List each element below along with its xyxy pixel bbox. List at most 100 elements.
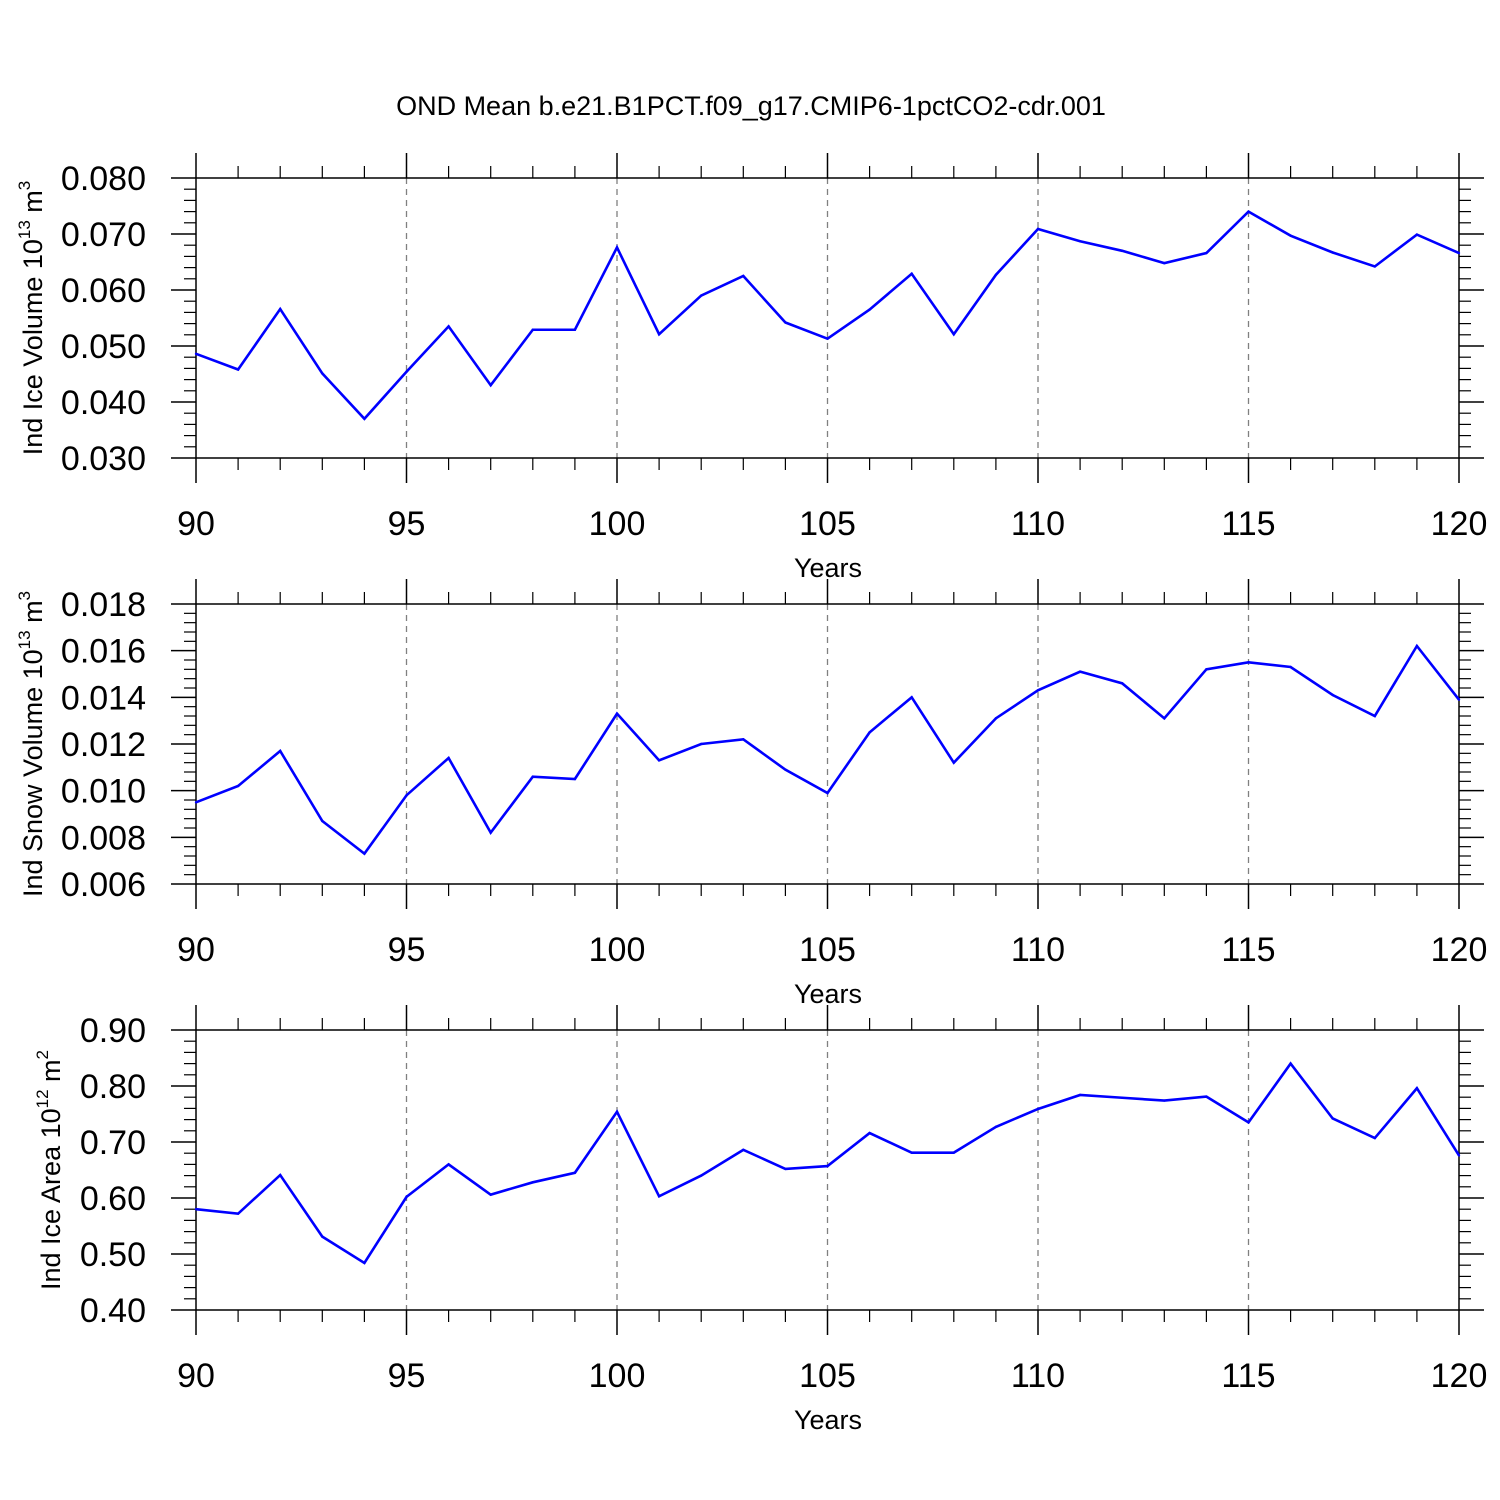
data-point [742, 738, 745, 741]
data-point [1078, 1093, 1082, 1097]
data-point [994, 717, 998, 720]
y-tick-label: 0.060 [61, 272, 146, 310]
data-point [1457, 251, 1461, 255]
x-tick-label: 100 [589, 505, 646, 543]
y-axis-label-exp: 13 [15, 220, 34, 239]
data-point [1078, 240, 1082, 243]
y-tick-label: 0.014 [61, 679, 146, 717]
data-point [1289, 1062, 1292, 1065]
y-axis-label-unit: m [18, 600, 48, 630]
data-point [657, 333, 661, 336]
y-tick-label: 0.070 [61, 216, 146, 254]
data-point [447, 1163, 450, 1166]
data-point [700, 742, 703, 746]
data-point [1121, 249, 1124, 252]
data-point [363, 1261, 366, 1265]
x-axis-label: Years [794, 979, 862, 1009]
data-point [1289, 665, 1292, 669]
data-point [236, 1212, 240, 1215]
y-tick-label: 0.030 [61, 440, 146, 478]
y-tick-label: 0.70 [80, 1124, 146, 1162]
data-point [784, 1167, 787, 1171]
x-tick-label: 90 [177, 931, 215, 969]
data-point [742, 274, 745, 278]
plot-frame [195, 1029, 1460, 1311]
y-tick-label: 0.50 [80, 1236, 146, 1274]
data-point [1163, 261, 1166, 265]
data-point [952, 761, 955, 764]
x-tick-label: 95 [388, 505, 426, 543]
data-point [405, 794, 408, 797]
data-point [489, 831, 492, 834]
data-point [531, 1181, 534, 1184]
data-point [321, 819, 324, 823]
data-point [531, 775, 534, 778]
data-point [447, 325, 450, 328]
x-tick-label: 120 [1431, 505, 1488, 543]
y-tick-label: 0.90 [80, 1012, 146, 1050]
data-point [1457, 698, 1461, 701]
data-point [615, 712, 619, 715]
data-point [573, 328, 577, 331]
x-tick-label: 115 [1221, 505, 1275, 543]
y-tick-label: 0.040 [61, 384, 146, 422]
data-point [657, 1195, 661, 1198]
data-point [1121, 1096, 1124, 1099]
data-point [573, 1171, 577, 1175]
y-axis-label: Ind Ice Area 1012 m2 [33, 1050, 66, 1290]
data-point [279, 749, 282, 753]
data-point [910, 696, 913, 699]
data-point [321, 372, 324, 375]
x-tick-label: 90 [177, 1357, 215, 1395]
data-point [236, 784, 240, 788]
data-point [1205, 1095, 1208, 1098]
data-point [952, 1151, 955, 1154]
data-point [1121, 682, 1124, 685]
x-tick-label: 95 [388, 931, 426, 969]
data-point [194, 352, 198, 356]
data-point [1373, 1136, 1377, 1140]
data-point [1205, 251, 1208, 255]
x-tick-label: 105 [799, 505, 856, 543]
y-tick-label: 0.018 [61, 586, 146, 624]
data-point [1289, 234, 1292, 237]
x-tick-label: 120 [1431, 931, 1488, 969]
data-point [236, 368, 240, 371]
panel-2: 90 95 100 105 110 115 120 0.006 0.008 0.010 0.012 0… [15, 579, 1487, 1009]
data-point [1373, 265, 1377, 268]
data-point [826, 337, 829, 340]
data-point [1247, 210, 1250, 213]
data-point [1078, 670, 1082, 673]
panel-1: 90 95 100 105 110 115 120 0.030 0.040 0.050 0.060 0… [15, 153, 1487, 583]
figure-title: OND Mean b.e21.B1PCT.f09_g17.CMIP6-1pctC… [396, 91, 1106, 121]
x-tick-label: 100 [589, 1357, 646, 1395]
y-tick-label: 0.050 [61, 328, 146, 366]
data-point [784, 768, 787, 771]
x-tick-label: 110 [1011, 505, 1065, 543]
y-axis-label: Ind Snow Volume 1013 m3 [15, 591, 48, 897]
x-tick-label: 110 [1011, 1357, 1065, 1395]
data-point [1247, 1121, 1250, 1124]
data-point [868, 308, 871, 311]
y-axis-label-unit: m [36, 1059, 66, 1089]
y-tick-label: 0.60 [80, 1180, 146, 1218]
x-tick-label: 120 [1431, 1357, 1488, 1395]
data-point [279, 307, 282, 311]
y-tick-label: 0.40 [80, 1292, 146, 1330]
data-point [531, 328, 534, 331]
data-point [952, 333, 955, 336]
data-point [1205, 668, 1208, 671]
y-tick-label: 0.016 [61, 633, 146, 671]
y-axis-label: Ind Ice Volume 1013 m3 [15, 181, 48, 456]
data-point [279, 1173, 282, 1177]
data-point [868, 731, 871, 734]
data-point [1036, 1107, 1040, 1111]
data-point [1163, 1099, 1166, 1102]
data-point [615, 1110, 619, 1113]
y-axis-label-main: Ind Snow Volume 10 [18, 649, 48, 897]
data-point [321, 1235, 324, 1238]
y-tick-label: 0.010 [61, 773, 146, 811]
y-axis-label-main: Ind Ice Area 10 [36, 1108, 66, 1290]
data-point [1415, 233, 1419, 236]
data-point [826, 791, 829, 795]
